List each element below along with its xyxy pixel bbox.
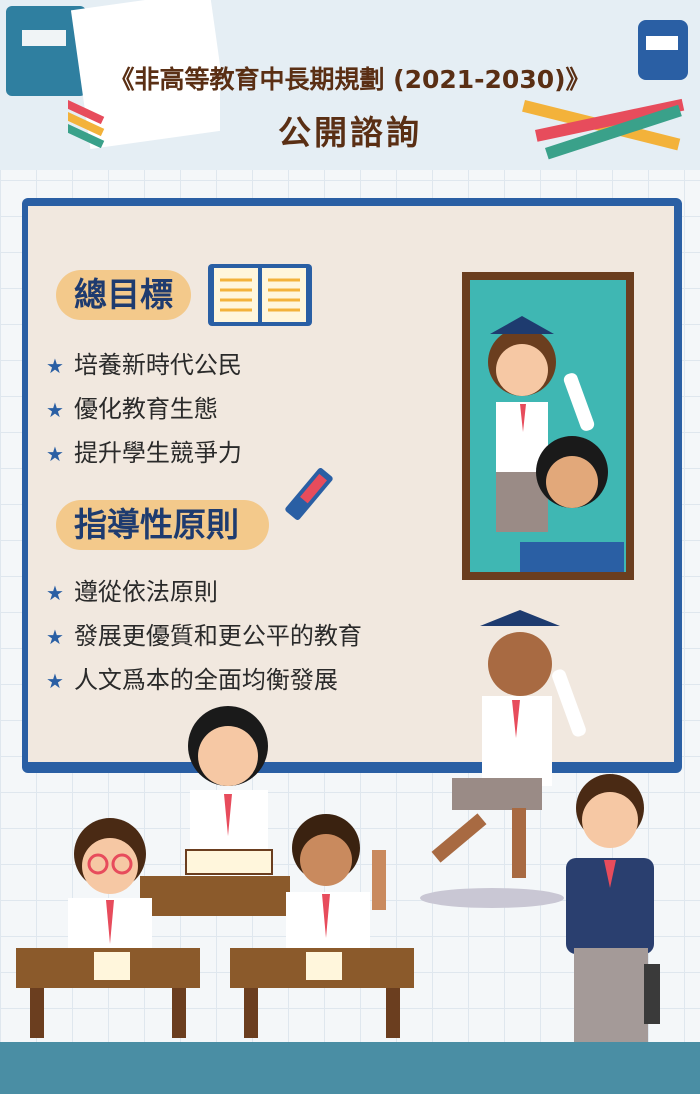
goal-item-3-text: 提升學生競爭力 [73,439,242,467]
notebook-icon [6,6,86,96]
classroom-students-illustration [16,706,414,1038]
star-icon: ★ [46,625,64,649]
title-line2: 公開諮詢 [278,113,422,152]
principles-heading: 指導性原則 [56,500,269,550]
star-icon: ★ [46,442,64,466]
star-icon: ★ [46,581,64,605]
star-icon: ★ [46,669,64,693]
teacher-illustration [566,774,660,1058]
title-line1: 《非高等教育中長期規劃 (2021-2030)》 [109,65,591,94]
principle-item-2: ★ 發展更優質和更公平的教育 [46,616,362,651]
glue-bottle-icon [638,20,688,80]
goal-item-1-text: 培養新時代公民 [73,351,242,379]
goal-item-2-text: 優化教育生態 [73,395,218,423]
graduate-boy-illustration [420,610,586,908]
principle-item-1: ★ 遵從依法原則 [46,572,218,607]
goal-item-3: ★ 提升學生競爭力 [46,433,242,468]
doorway-illustration [462,272,634,580]
floor-band [0,1042,700,1094]
pencils-icon [522,98,685,160]
principles-heading-text: 指導性原則 [74,505,239,544]
goal-item-2: ★ 優化教育生態 [46,389,218,424]
crayons-icon [68,100,105,149]
goals-heading: 總目標 [56,270,191,320]
principle-item-2-text: 發展更優質和更公平的教育 [73,622,362,650]
open-book-icon [208,264,312,326]
principle-item-3: ★ 人文爲本的全面均衡發展 [46,660,338,695]
goals-heading-text: 總目標 [74,275,173,314]
principle-item-1-text: 遵從依法原則 [73,578,218,606]
goal-item-1: ★ 培養新時代公民 [46,345,242,380]
star-icon: ★ [46,354,64,378]
marker-pen-icon [285,467,333,521]
principle-item-3-text: 人文爲本的全面均衡發展 [73,666,338,694]
paper-icon [70,0,220,150]
star-icon: ★ [46,398,64,422]
